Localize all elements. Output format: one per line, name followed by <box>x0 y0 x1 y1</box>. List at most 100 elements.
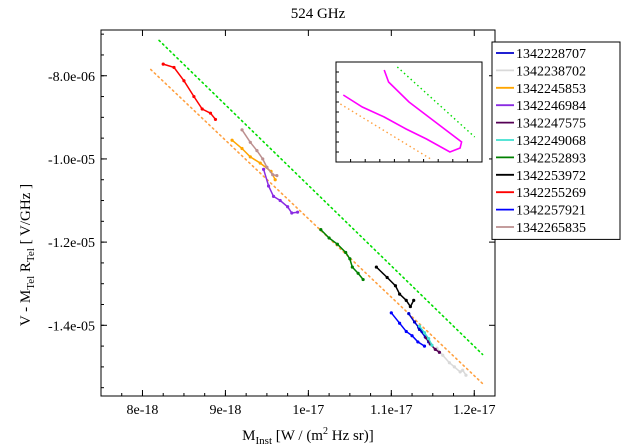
data-point-1342253972-1 <box>385 275 389 280</box>
data-point-1342238702-1 <box>441 353 445 357</box>
y-tick-label: -8.0e-06 <box>48 70 95 85</box>
data-point-1342265835-2 <box>255 149 259 153</box>
data-point-1342246984-2 <box>271 194 276 198</box>
x-tick-label: 1e-17 <box>292 403 324 418</box>
data-point-1342265835-4 <box>265 165 269 169</box>
data-point-1342257921-0 <box>389 311 393 315</box>
data-point-1342255269-2 <box>182 79 186 83</box>
data-point-1342257921-1 <box>398 321 402 325</box>
data-point-1342253972-3 <box>398 292 402 296</box>
data-point-1342245853-0 <box>230 138 234 142</box>
data-point-1342265835-6 <box>275 173 279 178</box>
legend-label-1342255269: 1342255269 <box>516 186 586 201</box>
data-point-1342246984-3 <box>278 198 282 203</box>
data-point-1342247575-2 <box>433 347 437 352</box>
data-point-1342249068-0 <box>417 324 422 328</box>
data-point-1342245853-2 <box>248 155 252 159</box>
series-line-1342247575 <box>425 337 440 353</box>
data-point-1342245853-1 <box>240 146 244 151</box>
data-point-1342247575-3 <box>437 350 442 354</box>
x-tick-label: 9e-18 <box>209 403 241 418</box>
data-point-1342228707-1 <box>412 320 417 324</box>
x-axis-label: MInst [W / (m2 Hz sr)] <box>242 426 374 447</box>
y-axis-label: V - MTel RTel [ V/GHz ] <box>18 184 37 326</box>
legend-label-1342247575: 1342247575 <box>516 117 586 132</box>
data-point-1342245853-5 <box>273 178 277 182</box>
data-point-1342249068-3 <box>430 343 434 347</box>
data-point-1342253972-4 <box>404 298 408 302</box>
legend-label-1342238702: 1342238702 <box>516 64 586 79</box>
data-point-1342255269-3 <box>192 94 196 99</box>
inset-frame <box>335 61 483 163</box>
data-point-1342265835-1 <box>248 140 252 144</box>
data-point-1342255269-1 <box>172 65 176 70</box>
svg-text:V - MTel RTel [ V/GHz ]: V - MTel RTel [ V/GHz ] <box>18 184 37 326</box>
legend-label-1342246984: 1342246984 <box>516 99 586 114</box>
data-point-1342246984-5 <box>290 211 294 215</box>
data-point-1342252893-3 <box>344 250 348 255</box>
data-point-1342257921-5 <box>422 344 427 348</box>
data-point-1342265835-0 <box>240 128 244 132</box>
x-tick-label: 1.1e-17 <box>370 403 412 418</box>
legend-label-1342249068: 1342249068 <box>516 134 586 149</box>
data-point-1342252893-0 <box>319 228 323 232</box>
data-point-1342228707-4 <box>417 327 422 332</box>
data-point-1342245853-3 <box>258 161 262 165</box>
y-tick-label: -1.0e-05 <box>48 153 95 168</box>
legend-label-1342252893: 1342252893 <box>516 151 586 166</box>
data-point-1342255269-5 <box>208 111 213 115</box>
data-point-1342252893-2 <box>335 242 339 246</box>
data-point-1342255269-0 <box>161 62 165 66</box>
legend-label-1342253972: 1342253972 <box>516 169 586 184</box>
data-point-1342265835-3 <box>261 157 265 161</box>
data-point-1342253972-5 <box>408 304 412 309</box>
fit-line-2 <box>149 68 484 385</box>
y-tick-label: -1.2e-05 <box>48 236 95 251</box>
legend-label-1342257921: 1342257921 <box>516 204 586 219</box>
data-point-1342246984-1 <box>266 184 271 188</box>
chart-title: 524 GHz <box>290 6 346 22</box>
data-point-1342252893-7 <box>361 277 365 282</box>
data-point-1342257921-2 <box>404 329 408 334</box>
data-point-1342238702-4 <box>458 370 462 374</box>
data-point-1342238702-3 <box>452 365 456 369</box>
data-point-1342238702-2 <box>447 361 451 365</box>
data-point-1342246984-4 <box>286 205 290 209</box>
data-point-1342253972-6 <box>412 298 416 302</box>
data-point-1342253972-0 <box>374 265 378 269</box>
legend-label-1342245853: 1342245853 <box>516 82 586 97</box>
inset-fit-line-1 <box>396 66 476 138</box>
x-tick-label: 8e-18 <box>127 403 159 418</box>
series-line-1342249068 <box>418 325 433 346</box>
series-group <box>161 62 468 377</box>
fit-lines <box>149 39 484 385</box>
series-line-1342246984 <box>262 169 298 214</box>
data-point-1342238702-5 <box>461 368 465 372</box>
x-tick-label: 1.2e-17 <box>453 403 495 418</box>
data-point-1342249068-2 <box>427 337 431 341</box>
data-point-1342252893-5 <box>350 265 354 269</box>
data-point-1342255269-6 <box>213 117 218 122</box>
data-point-1342228707-0 <box>407 312 411 316</box>
data-point-1342265835-5 <box>271 173 275 177</box>
series-line-1342265835 <box>241 129 277 177</box>
data-point-1342252893-1 <box>327 236 331 240</box>
data-point-1342255269-4 <box>200 107 204 111</box>
data-point-1342246984-6 <box>295 210 300 214</box>
svg-text:MInst [W / (m2 Hz sr)]: MInst [W / (m2 Hz sr)] <box>242 426 374 447</box>
fit-line-1 <box>158 39 484 356</box>
inset-series-line <box>342 69 463 153</box>
y-tick-label: -1.4e-05 <box>48 319 95 334</box>
inset <box>335 61 483 163</box>
legend-label-1342228707: 1342228707 <box>516 47 586 62</box>
data-point-1342257921-4 <box>416 340 420 344</box>
data-point-1342252893-6 <box>356 271 360 275</box>
series-line-1342252893 <box>320 229 364 280</box>
data-point-1342257921-3 <box>410 334 414 338</box>
data-point-1342253972-2 <box>393 284 398 288</box>
data-point-1342249068-1 <box>422 331 427 335</box>
tick-group: 8e-18 9e-18 1e-17 1.1e-17 1.2e-17 -8.0e-06 -1.… <box>48 30 496 418</box>
data-point-1342246984-0 <box>261 167 266 171</box>
legend-label-1342265835: 1342265835 <box>516 221 586 236</box>
